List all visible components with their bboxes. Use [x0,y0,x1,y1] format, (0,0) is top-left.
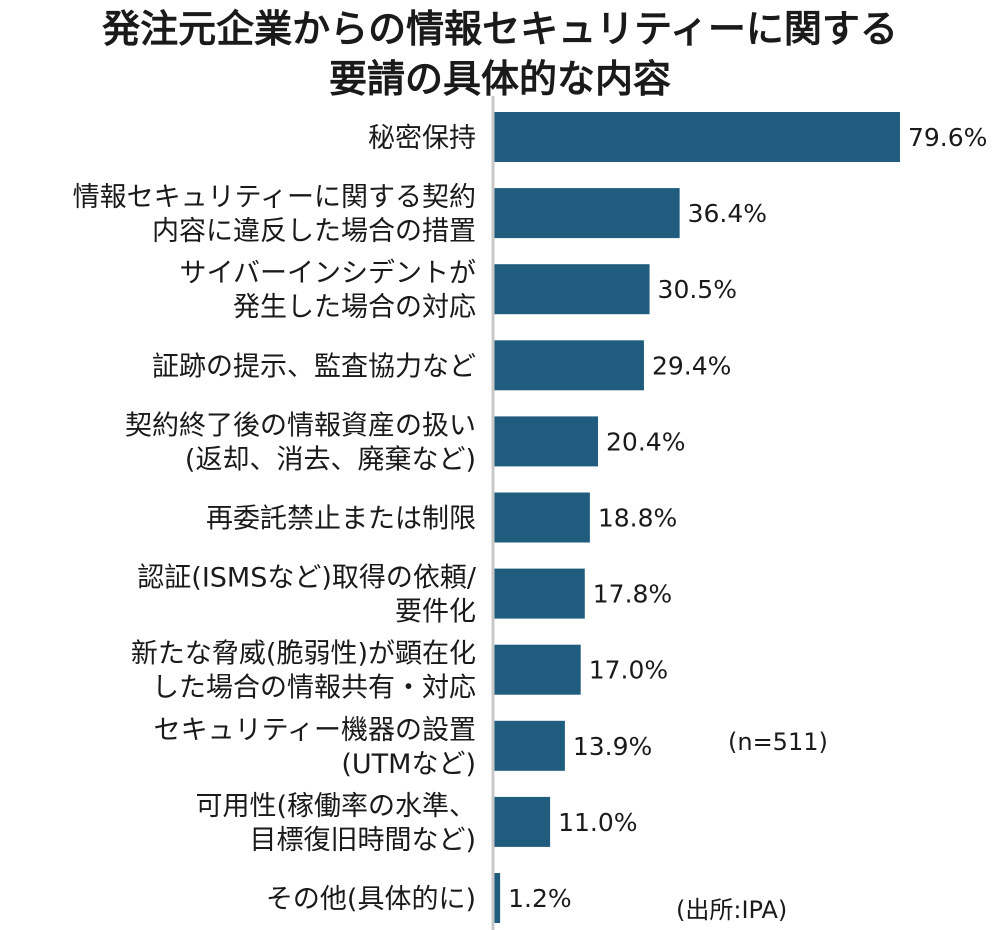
value-label-6: 18.8% [598,504,677,533]
category-label-5-line-2: (返却、消去、廃棄など) [185,444,476,475]
bar-9 [494,720,565,771]
value-label-10: 11.0% [558,808,637,837]
bar-2 [494,188,680,239]
value-label-2: 36.4% [688,199,767,228]
category-label-3-line-1: サイバーインシデントが [180,258,476,289]
category-label-9-line-2: (UTMなど) [341,749,476,780]
chart-title: 発注元企業からの情報セキュリティーに関する 要請の具体的な内容 [0,4,1000,104]
category-label-3-line-2: 発生した場合の対応 [233,292,476,323]
category-label-8-line-1: 新たな脅威(脆弱性)が顕在化 [131,639,476,670]
value-label-5: 20.4% [606,427,685,456]
bar-5 [494,416,599,467]
bar-11 [494,873,501,923]
bars-layer: 79.6% 秘密保持 36.4% 情報セキュリティーに関する契約内容に違反した場合の措… [73,112,987,923]
bar-6 [494,492,590,543]
value-label-7: 17.8% [593,580,672,609]
sample-size-note: (n=511) [728,728,828,756]
category-label-2-line-1: 情報セキュリティーに関する契約 [73,182,476,213]
category-label-2-line-2: 内容に違反した場合の措置 [152,216,476,247]
category-label-5-line-1: 契約終了後の情報資産の扱い [125,410,476,441]
value-label-9: 13.9% [573,732,652,761]
value-label-3: 30.5% [658,275,737,304]
category-label-10-line-1: 可用性(稼働率の水準、 [195,791,476,822]
category-label-8-line-2: した場合の情報共有・対応 [152,673,476,704]
category-label-11: その他(具体的に) [266,884,476,915]
value-label-8: 17.0% [589,656,668,685]
bar-4 [494,340,644,391]
bar-7 [494,568,585,619]
source-note: (出所:IPA) [676,896,788,924]
category-label-7-line-1: 認証(ISMSなど)取得の依頼/ [137,563,477,594]
category-label-6: 再委託禁止または制限 [206,504,476,535]
category-label-7-line-2: 要件化 [395,597,476,628]
category-label-4: 証跡の提示、監査協力など [152,351,476,382]
bar-10 [494,796,551,847]
bar-3 [494,264,650,315]
category-label-10-line-2: 目標復旧時間など) [249,825,476,856]
bar-1 [494,112,900,162]
category-label-9-line-1: セキュリティー機器の設置 [154,715,476,746]
value-label-1: 79.6% [908,123,987,152]
chart-title-line-2: 要請の具体的な内容 [328,57,671,101]
chart-title-line-1: 発注元企業からの情報セキュリティーに関する [102,7,898,51]
category-label-1: 秘密保持 [368,123,476,154]
value-label-11: 1.2% [508,884,572,913]
value-label-4: 29.4% [652,351,731,380]
bar-8 [494,644,581,695]
